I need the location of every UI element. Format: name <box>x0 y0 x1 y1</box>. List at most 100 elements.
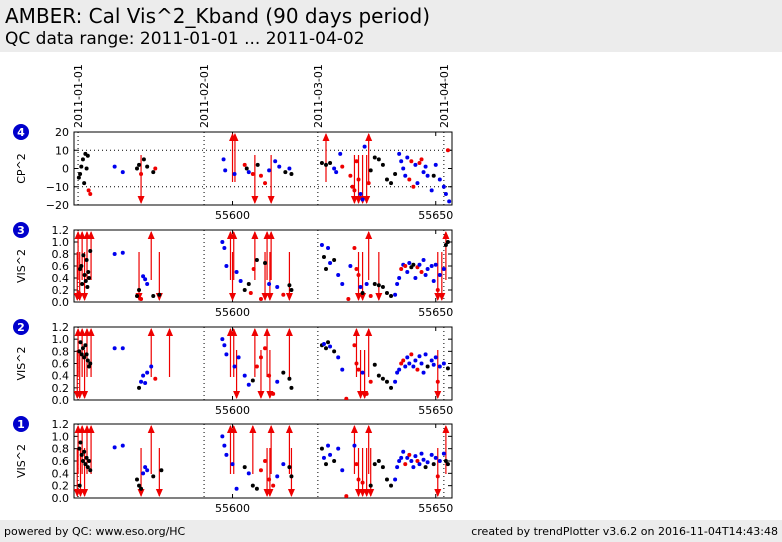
y-tick-label: 0.2 <box>52 382 70 395</box>
data-point <box>445 148 450 153</box>
data-point <box>411 364 416 369</box>
panel-badge-number: 2 <box>17 321 25 334</box>
data-point <box>419 157 424 162</box>
data-point <box>421 258 426 262</box>
data-point <box>139 297 144 301</box>
data-point <box>443 459 448 463</box>
data-point <box>85 465 90 470</box>
data-point <box>409 352 414 357</box>
data-point <box>250 483 255 488</box>
data-point <box>87 459 92 463</box>
data-point <box>77 349 82 354</box>
data-point <box>354 267 359 271</box>
upper-limit-arrowhead <box>442 425 450 433</box>
data-point <box>401 449 406 454</box>
data-point <box>372 362 377 367</box>
data-point <box>423 352 428 357</box>
data-point <box>346 297 351 301</box>
data-point <box>112 164 117 169</box>
data-point <box>433 355 438 360</box>
data-point <box>405 455 410 460</box>
panel-data <box>76 133 452 204</box>
data-point <box>429 264 434 268</box>
data-point <box>289 474 294 479</box>
data-point <box>143 380 148 385</box>
data-point <box>368 294 373 298</box>
data-point <box>332 166 337 171</box>
data-point <box>437 273 442 277</box>
data-point <box>364 282 369 286</box>
data-point <box>403 264 408 268</box>
upper-limit-arrowhead <box>442 231 450 239</box>
data-point <box>417 462 422 467</box>
data-point <box>437 177 442 182</box>
data-point <box>389 385 394 390</box>
data-point <box>393 171 398 176</box>
data-point <box>336 355 341 360</box>
data-point <box>368 379 373 384</box>
data-point <box>445 366 450 371</box>
data-point <box>88 192 93 197</box>
data-point <box>275 474 280 479</box>
upper-limit-arrowhead <box>78 425 86 433</box>
data-point <box>232 364 237 369</box>
data-point <box>431 362 436 367</box>
data-point <box>250 171 255 176</box>
lower-limit-arrowhead <box>155 489 163 497</box>
data-point <box>372 462 377 467</box>
data-point <box>354 462 359 467</box>
page-subtitle: QC data range: 2011-01-01 ... 2011-04-02 <box>5 29 365 49</box>
data-point <box>417 262 422 267</box>
data-point <box>389 294 394 298</box>
x-tick-label: 55600 <box>215 306 250 319</box>
upper-limit-arrowhead <box>285 328 293 336</box>
data-point <box>348 264 353 268</box>
upper-limit-arrowhead <box>352 328 360 336</box>
data-point <box>83 279 88 283</box>
upper-limit-arrowhead <box>365 231 373 239</box>
data-point <box>364 489 369 494</box>
panel-data <box>74 231 450 301</box>
data-point <box>76 175 81 180</box>
lower-limit-arrowhead <box>81 391 89 399</box>
data-point <box>324 267 328 271</box>
data-point <box>344 396 349 400</box>
upper-limit-arrowhead <box>365 425 373 433</box>
data-point <box>153 166 158 171</box>
data-point <box>415 459 420 463</box>
data-point <box>275 285 280 289</box>
data-point <box>281 462 286 467</box>
y-tick-label: 0.0 <box>52 296 70 309</box>
data-point <box>447 199 452 204</box>
data-point <box>421 370 426 375</box>
data-point <box>407 261 412 265</box>
data-point <box>289 288 294 292</box>
data-point <box>135 294 139 298</box>
data-point <box>88 249 93 253</box>
y-tick-label: 0.2 <box>52 480 70 493</box>
y-tick-label: 1.0 <box>52 236 70 249</box>
data-point <box>83 462 88 467</box>
lower-limit-arrowhead <box>266 489 274 497</box>
data-point <box>445 240 450 244</box>
data-point <box>244 166 249 171</box>
data-point <box>421 457 426 462</box>
data-point <box>328 161 333 166</box>
data-point <box>120 346 125 351</box>
data-point <box>271 391 276 396</box>
data-point <box>433 262 438 267</box>
data-point <box>366 181 371 186</box>
data-point <box>141 373 146 378</box>
data-point <box>384 379 389 384</box>
x-tick-label: 55650 <box>418 502 453 515</box>
data-point <box>399 267 404 271</box>
y-tick-label: 0.6 <box>52 358 70 371</box>
data-point <box>112 252 117 256</box>
data-point <box>399 159 404 164</box>
data-point <box>232 171 237 176</box>
data-point <box>435 474 440 479</box>
data-point <box>437 364 442 369</box>
data-point <box>263 346 268 351</box>
lower-limit-arrowhead <box>266 293 274 301</box>
x-axis-label: mjdobs <box>235 518 275 520</box>
